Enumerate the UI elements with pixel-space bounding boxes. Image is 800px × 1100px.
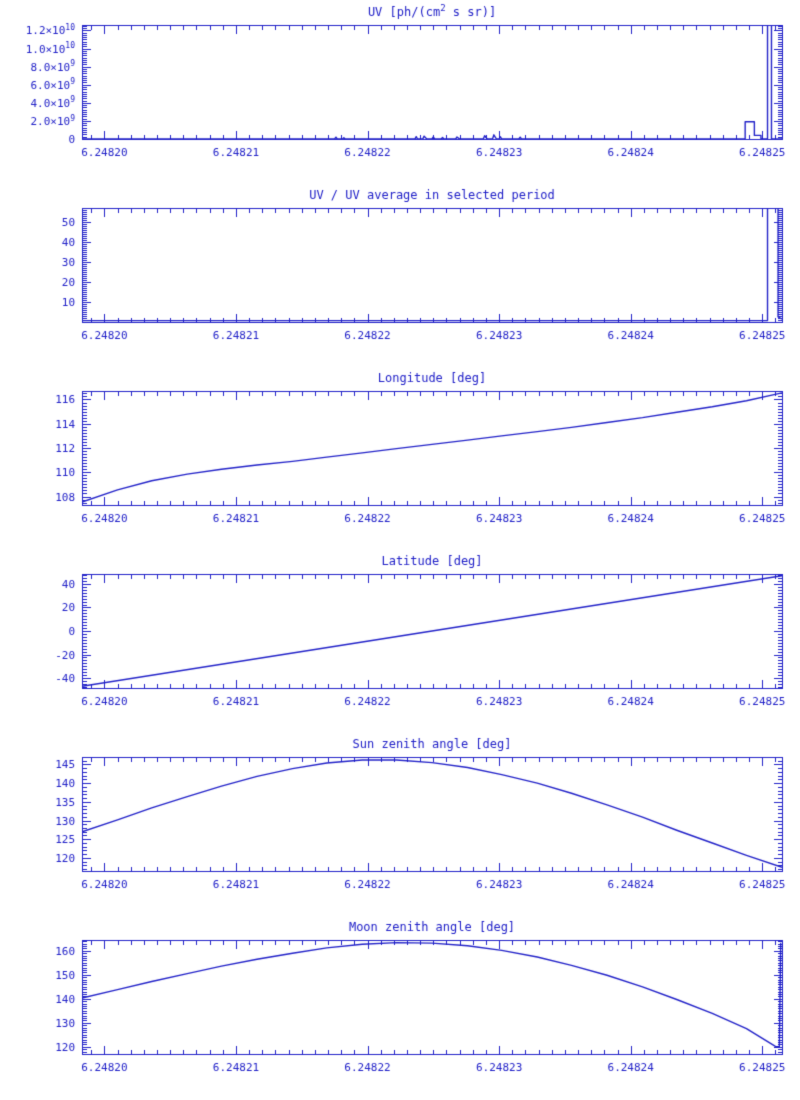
uv-ratio-chart <box>0 184 800 367</box>
moon-zenith-chart <box>0 916 800 1099</box>
latitude-chart <box>0 550 800 733</box>
sun-zenith-chart <box>0 733 800 916</box>
uv-chart <box>0 1 800 184</box>
longitude-chart <box>0 367 800 550</box>
